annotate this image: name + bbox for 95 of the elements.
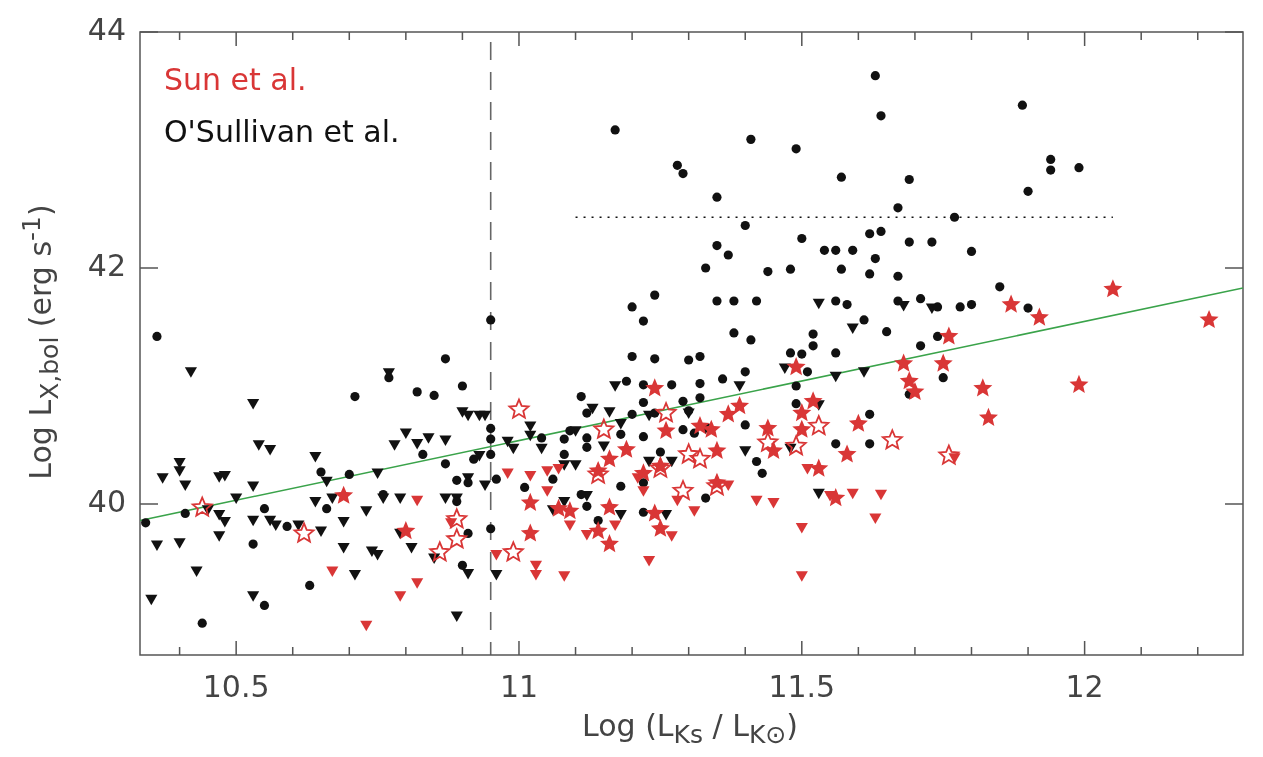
point <box>650 518 670 537</box>
point <box>869 513 882 524</box>
y-tick-label: 40 <box>87 483 126 519</box>
point <box>905 381 925 400</box>
point <box>808 415 830 436</box>
point <box>396 521 416 540</box>
point <box>785 435 807 456</box>
point <box>1001 294 1021 313</box>
point <box>750 495 763 507</box>
point <box>809 458 829 477</box>
point <box>643 555 656 567</box>
point <box>837 444 857 463</box>
point <box>933 353 953 372</box>
point <box>938 444 960 465</box>
x-tick-label: 10.5 <box>202 668 270 704</box>
y-tick-label: 44 <box>87 11 126 47</box>
point <box>792 403 812 422</box>
x-tick-label: 12 <box>1065 668 1104 704</box>
point <box>939 326 959 345</box>
point <box>293 522 315 543</box>
point <box>656 420 676 439</box>
point <box>767 498 780 509</box>
point <box>978 407 998 426</box>
point <box>541 466 554 477</box>
point <box>588 521 608 540</box>
point <box>792 419 812 438</box>
point <box>616 439 636 458</box>
point <box>795 571 808 582</box>
point <box>1103 279 1123 298</box>
point <box>549 498 569 517</box>
point <box>524 470 537 482</box>
point <box>326 566 339 578</box>
point <box>1069 374 1089 393</box>
point <box>690 416 710 435</box>
point <box>529 570 543 581</box>
point <box>446 508 468 529</box>
x-tick-label: 11.5 <box>768 668 836 704</box>
point <box>707 440 727 459</box>
point <box>848 413 868 432</box>
point <box>874 489 888 501</box>
point <box>558 571 571 582</box>
point <box>560 501 580 520</box>
point <box>730 396 750 415</box>
point <box>552 463 565 475</box>
point <box>1199 309 1219 328</box>
point <box>446 528 468 549</box>
point <box>520 492 540 511</box>
point <box>758 418 778 437</box>
point <box>645 378 665 397</box>
point <box>508 398 530 419</box>
point <box>826 488 846 507</box>
point <box>599 449 619 468</box>
point <box>593 418 615 439</box>
point <box>191 496 213 517</box>
point <box>899 371 919 390</box>
point <box>665 531 678 542</box>
point <box>394 591 407 602</box>
point <box>881 429 903 450</box>
point <box>973 378 993 397</box>
point <box>655 402 677 423</box>
point <box>411 578 424 589</box>
x-axis-title: Log (L$_{Ks}$ / L$_{K⊙}$) <box>582 708 798 749</box>
point <box>501 468 514 480</box>
text: Sun et al. <box>164 61 307 97</box>
point <box>1029 307 1049 326</box>
point <box>689 448 711 469</box>
point <box>894 353 914 372</box>
point <box>672 480 694 500</box>
point <box>633 463 653 482</box>
point <box>334 485 354 504</box>
point <box>786 357 806 376</box>
y-tick-label: 42 <box>87 247 126 283</box>
point <box>599 497 619 516</box>
point <box>502 541 524 562</box>
point <box>490 550 503 561</box>
point <box>637 486 650 497</box>
point <box>757 431 779 452</box>
point <box>520 523 540 542</box>
point <box>580 529 593 541</box>
point <box>701 419 721 438</box>
point <box>688 506 701 517</box>
text: O'Sullivan et al. <box>164 113 400 149</box>
point <box>795 522 808 534</box>
point <box>706 475 728 496</box>
point <box>411 495 424 507</box>
point <box>541 486 554 497</box>
point <box>678 443 700 464</box>
point <box>529 560 543 572</box>
point <box>846 488 859 500</box>
point <box>599 534 619 553</box>
point <box>645 503 665 522</box>
point <box>803 391 823 410</box>
point <box>360 620 373 632</box>
point <box>429 541 451 562</box>
x-tick-label: 11 <box>499 668 539 704</box>
